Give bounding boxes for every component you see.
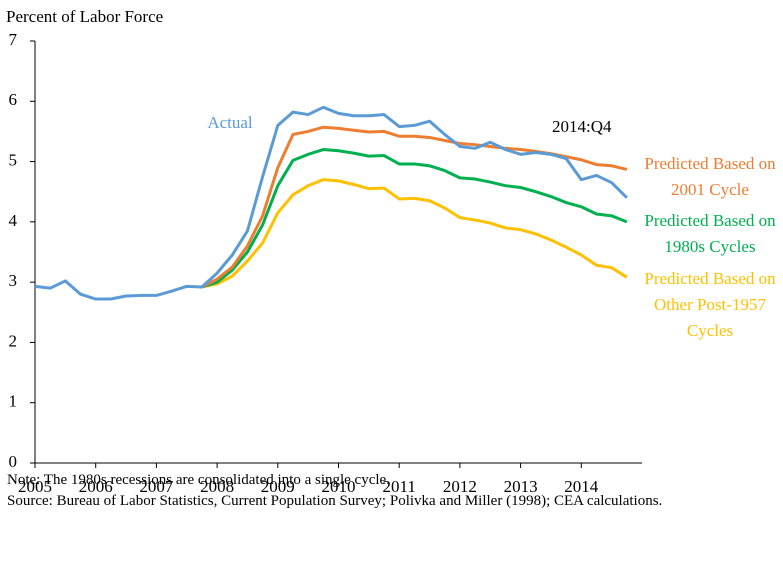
series-label: Predicted Based on Other Post-1957 Cycle… — [644, 269, 776, 340]
y-tick-label: 6 — [9, 90, 18, 109]
y-tick-label: 0 — [9, 452, 18, 471]
y-axis-label: Percent of Labor Force — [6, 7, 163, 26]
x-tick-label: 2009 — [261, 477, 295, 496]
x-tick-label: 2010 — [322, 477, 356, 496]
y-tick-label: 4 — [9, 211, 18, 230]
x-tick-label: 2008 — [200, 477, 234, 496]
y-tick-label: 2 — [9, 331, 18, 350]
x-tick-label: 2011 — [383, 477, 416, 496]
series-line — [201, 125, 628, 289]
series-label: Predicted Based on 1980s Cycles — [644, 211, 776, 256]
x-tick-label: 2007 — [139, 477, 174, 496]
y-tick-label: 1 — [9, 392, 18, 411]
series-label: Actual — [207, 113, 253, 132]
series-line — [34, 105, 628, 301]
series-label: Predicted Based on 2001 Cycle — [644, 154, 776, 199]
annotation: 2014:Q4 — [552, 117, 612, 136]
y-tick-label: 3 — [9, 271, 18, 290]
y-tick-label: 5 — [9, 150, 18, 169]
x-tick-label: 2014 — [564, 477, 599, 496]
y-tick-label: 7 — [9, 30, 18, 49]
series-line — [201, 178, 628, 289]
x-tick-label: 2006 — [79, 477, 113, 496]
x-tick-label: 2013 — [504, 477, 538, 496]
x-tick-label: 2005 — [18, 477, 52, 496]
source: Source: Bureau of Labor Statistics, Curr… — [7, 493, 663, 509]
note: Note: The 1980s recessions are consolida… — [7, 472, 390, 488]
x-tick-label: 2012 — [443, 477, 477, 496]
series-line — [201, 148, 628, 289]
